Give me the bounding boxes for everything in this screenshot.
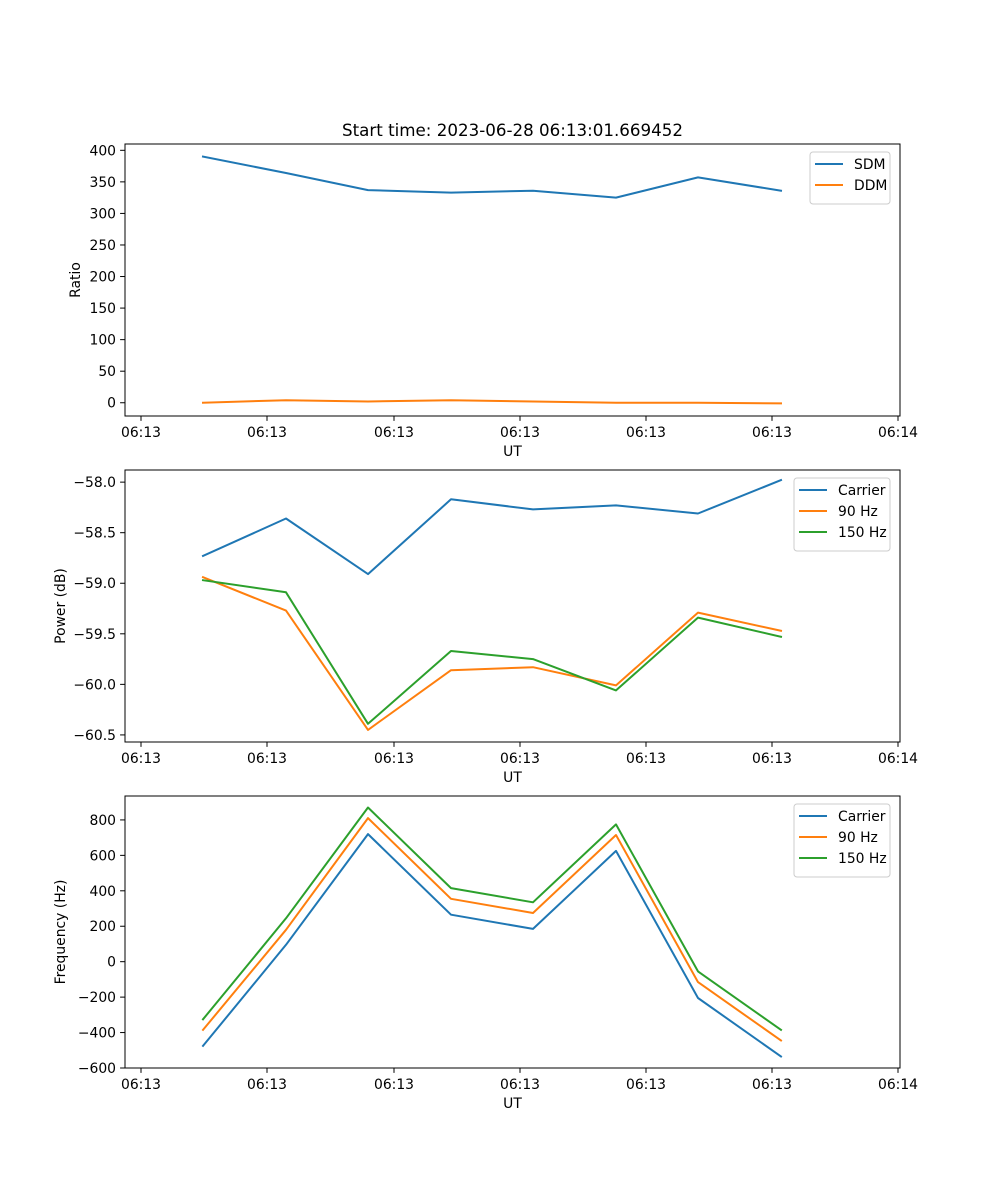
legend-label: DDM [854,178,887,194]
series-line-150-hz [201,579,783,725]
x-tick-label: 06:13 [247,425,287,441]
legend-label: SDM [854,157,886,173]
y-tick-label: 150 [89,301,116,317]
x-tick-label: 06:13 [500,1077,540,1093]
x-tick-label: 06:13 [374,751,414,767]
y-tick-label: −59.5 [73,627,116,643]
y-tick-label: −59.0 [73,576,116,592]
series-line-90-hz [201,817,783,1042]
x-tick-label: 06:13 [374,425,414,441]
y-tick-label: 400 [89,143,116,159]
y-tick-label: 200 [89,270,116,286]
x-tick-label: 06:13 [121,751,161,767]
chart-title: Start time: 2023-06-28 06:13:01.669452 [342,120,683,140]
y-tick-label: −400 [78,1026,116,1042]
x-tick-label: 06:13 [626,751,666,767]
y-tick-label: 300 [89,206,116,222]
x-tick-label: 06:13 [374,1077,414,1093]
x-tick-label: 06:13 [500,425,540,441]
y-tick-label: 100 [89,333,116,349]
legend-label: Carrier [838,809,886,825]
x-tick-label: 06:13 [626,1077,666,1093]
x-tick-label: 06:13 [752,751,792,767]
x-axis-label: UT [503,770,522,786]
panel-2: 06:13 06:13 06:13 06:13 06:13 06:13 06:14 −60.5… [53,469,918,786]
x-tick-label: 06:13 [121,1077,161,1093]
plot-frame [124,469,901,743]
plot-frame [124,795,901,1069]
legend-label: 150 Hz [838,525,887,541]
panels: 06:13 06:13 06:13 06:13 06:13 06:13 06:14 0 50 10… [53,120,918,1112]
legend-label: 90 Hz [838,830,878,846]
x-tick-label: 06:13 [121,425,161,441]
x-tick-label: 06:13 [500,751,540,767]
y-tick-label: −60.5 [73,728,116,744]
y-tick-label: 350 [89,175,116,191]
x-tick-label: 06:14 [878,425,918,441]
series-line-carrier [201,478,783,576]
legend-label: Carrier [838,483,886,499]
y-tick-label: −600 [78,1061,116,1077]
x-tick-label: 06:14 [878,751,918,767]
y-tick-label: 0 [107,955,116,971]
y-axis-label: Power (dB) [53,568,69,644]
legend: Carrier 90 Hz 150 Hz [793,477,891,552]
y-tick-label: −58.5 [73,526,116,542]
legend-label: 90 Hz [838,504,878,520]
series-line-150-hz [201,806,783,1032]
y-axis-label: Frequency (Hz) [53,880,69,985]
panel-1: 06:13 06:13 06:13 06:13 06:13 06:13 06:14 0 50 10… [68,120,918,460]
x-tick-label: 06:13 [247,1077,287,1093]
y-axis-label: Ratio [68,262,84,298]
legend: Carrier 90 Hz 150 Hz [793,803,891,878]
legend-label: 150 Hz [838,851,887,867]
x-tick-label: 06:13 [752,425,792,441]
y-tick-label: 400 [89,884,116,900]
y-tick-label: −60.0 [73,677,116,693]
y-tick-label: −200 [78,990,116,1006]
x-tick-label: 06:14 [878,1077,918,1093]
plot-frame [124,143,901,417]
x-axis-label: UT [503,1096,522,1112]
y-tick-label: 50 [98,364,116,380]
x-tick-label: 06:13 [752,1077,792,1093]
legend: SDM DDM [809,151,891,205]
x-axis-label: UT [503,444,522,460]
y-tick-label: 600 [89,848,116,864]
series-line-90-hz [201,575,783,731]
panel-3: 06:13 06:13 06:13 06:13 06:13 06:13 06:14 −600 −… [53,795,918,1112]
y-tick-label: 200 [89,919,116,935]
x-tick-label: 06:13 [626,425,666,441]
x-tick-label: 06:13 [247,751,287,767]
y-tick-label: 250 [89,238,116,254]
series-line-carrier [201,833,783,1058]
y-tick-label: 800 [89,813,116,829]
series-line-sdm [201,155,783,199]
series-line-ddm [201,399,783,405]
y-tick-label: −58.0 [73,475,116,491]
y-tick-label: 0 [107,396,116,412]
